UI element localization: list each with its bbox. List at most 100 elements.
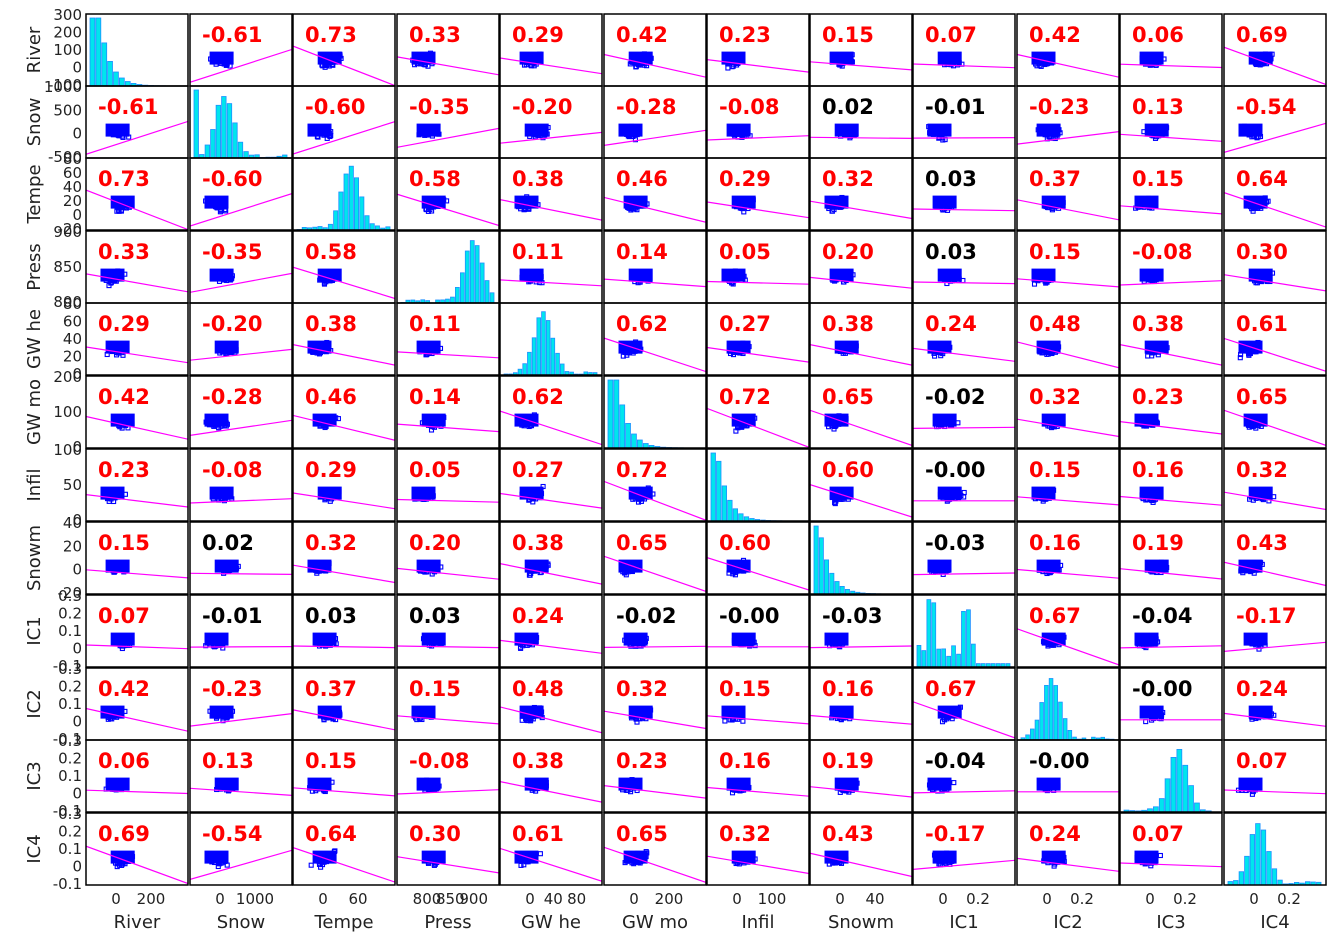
panel-frame [912,594,1016,668]
panel-frame [499,302,603,376]
fit-line [500,131,602,144]
correlation-label: 0.23 [98,458,150,482]
scatter-cluster [721,268,746,282]
histogram-bar [951,645,956,667]
fit-line [1224,561,1326,587]
panel-1-9: -0.23 [1016,85,1120,159]
correlation-label: 0.03 [925,240,977,264]
scatter-point [634,719,640,725]
correlation-label: 0.38 [512,167,564,191]
histogram-bar [327,223,333,230]
histogram-bar [306,227,312,230]
scatter-cluster [824,413,849,427]
panel-9-1: -0.23 [189,667,293,741]
histogram-bar [369,223,375,230]
panel-7-10: 0.19 [1119,521,1223,595]
correlation-label: -0.23 [202,677,263,701]
scatter-point [932,353,938,359]
panel-6-6 [706,448,810,522]
panel-frame [706,375,810,449]
correlation-label: 0.03 [409,604,461,628]
panel-frame [1223,594,1327,668]
fit-line [1120,344,1222,366]
histogram-bar [489,292,495,303]
scatter-point [1150,499,1156,505]
histogram-bar [637,439,643,448]
panel-7-11: 0.43 [1223,521,1327,595]
correlation-label: 0.29 [719,167,771,191]
fit-line [86,273,188,293]
correlation-label: 0.20 [409,531,461,555]
fit-line [1224,491,1326,511]
correlation-label: -0.28 [202,385,263,409]
panel-3-4: 0.11 [499,230,603,304]
panel-frame [1119,375,1223,449]
panel-6-2: 0.29 [292,448,396,522]
histogram-bar [199,154,205,158]
scatter-cluster [317,486,342,500]
correlation-label: -0.02 [925,385,986,409]
fit-line [913,281,1015,285]
fit-line [397,498,499,503]
scatter-cluster [204,195,229,209]
scatter-point [741,209,747,215]
histogram-bar [243,151,249,158]
scatter-point [733,428,739,434]
scatter-cluster [411,51,436,65]
scatter-point [961,489,967,496]
scatter-cluster [834,123,859,137]
fit-line [707,59,809,73]
panel-7-1: 0.02 [189,521,293,595]
fit-line [810,484,912,518]
panel-frame [912,521,1016,595]
correlation-label: 0.20 [822,240,874,264]
fit-line [293,414,395,441]
fit-line [190,48,292,83]
panel-3-5: 0.14 [603,230,707,304]
panel-3-9: 0.15 [1016,230,1120,304]
histogram-bar [101,42,108,86]
panel-frame [85,448,189,522]
correlation-label: 0.32 [1029,385,1081,409]
correlation-label: 0.32 [305,531,357,555]
fit-line [913,137,1015,139]
panel-frame [603,448,707,522]
fit-line [1017,628,1119,666]
fit-line [604,710,706,730]
panel-frame [189,594,293,668]
panel-frame [1223,521,1327,595]
histogram-bar [613,379,620,448]
panel-9-4: 0.48 [499,667,603,741]
fit-line [913,208,1015,212]
fit-line [1120,205,1222,215]
panel-frame [189,302,293,376]
correlation-label: -0.01 [925,95,986,119]
histogram-bar [469,240,475,303]
fit-line [1017,341,1119,369]
histogram-bar [364,215,370,230]
panel-8-0: 0.07 [85,594,189,668]
correlation-label: 0.11 [409,312,461,336]
scatter-cluster [317,51,342,65]
panel-8-2: 0.03 [292,594,396,668]
panel-frame [809,448,913,522]
panel-frame [292,594,396,668]
correlation-label: 0.15 [1029,458,1081,482]
panel-4-3: 0.11 [396,302,500,376]
fit-line [397,56,499,76]
panel-frame [396,157,500,231]
fit-line [707,280,809,285]
panel-frame [499,448,603,522]
panel-frame [1016,448,1120,522]
panel-4-2: 0.38 [292,302,396,376]
panel-frame [706,594,810,668]
histogram-bar [89,17,96,86]
fit-line [293,121,395,155]
panel-frame [706,521,810,595]
panel-frame [1016,302,1120,376]
panel-6-5: 0.72 [603,448,707,522]
scatter-cluster [105,559,130,573]
histogram-bar [513,372,518,375]
histogram-bar [850,590,856,594]
panel-frame [189,375,293,449]
